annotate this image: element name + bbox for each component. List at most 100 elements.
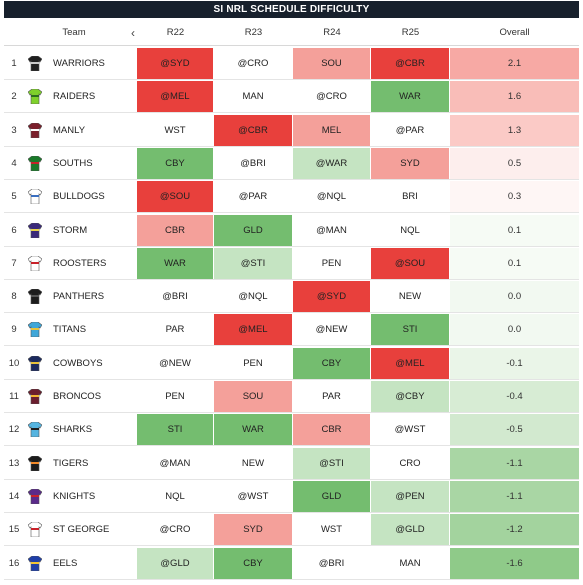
table-row[interactable]: 8 PANTHERS @BRI @NQL @SYD NEW 0.0 [4, 280, 579, 314]
rank-cell: 14 [8, 490, 20, 502]
table-row[interactable]: 15 ST GEORGE @CRO SYD WST @GLD -1.2 [4, 513, 579, 547]
fixture-cell-r22: NQL [137, 480, 214, 512]
fixture-cell-r23: @MEL [214, 314, 293, 346]
rank-cell: 8 [11, 291, 17, 303]
overall-score: 1.6 [450, 81, 579, 113]
jersey-icon [28, 389, 42, 404]
rank-cell: 13 [8, 457, 20, 469]
fixture-cell-r22: WAR [137, 247, 214, 279]
table-row[interactable]: 12 SHARKS STI WAR CBR @WST -0.5 [4, 413, 579, 447]
table-row[interactable]: 4 SOUTHS CBY @BRI @WAR SYD 0.5 [4, 147, 579, 180]
fixture-cell-r25: @CBY [371, 381, 450, 412]
fixture-cell-r22: CBR [137, 214, 214, 246]
team-name[interactable]: SHARKS [53, 424, 93, 436]
team-name[interactable]: ST GEORGE [53, 524, 110, 536]
rank-cell: 7 [11, 257, 17, 269]
fixture-cell-r23: @STI [214, 247, 293, 279]
fixture-cell-r23: MAN [214, 81, 293, 113]
fixture-cell-r24: WST [293, 514, 371, 546]
fixture-cell-r22: @NEW [137, 347, 214, 379]
fixture-cell-r22: @BRI [137, 281, 214, 313]
overall-score: 0.3 [450, 181, 579, 213]
fixture-cell-r23: @BRI [214, 147, 293, 179]
overall-score: 2.1 [450, 48, 579, 79]
overall-score: -0.5 [450, 414, 579, 446]
overall-score: 0.0 [450, 281, 579, 313]
table-row[interactable]: 3 MANLY WST @CBR MEL @PAR 1.3 [4, 114, 579, 147]
jersey-icon [28, 56, 42, 71]
fixture-cell-r25: @WST [371, 414, 450, 446]
jersey-icon [28, 189, 42, 205]
fixture-cell-r24: GLD [293, 480, 371, 512]
header-r25[interactable]: R25 [401, 27, 420, 38]
team-name[interactable]: TITANS [53, 324, 87, 336]
overall-score: 0.5 [450, 147, 579, 179]
table-row[interactable]: 16 EELS @GLD CBY @BRI MAN -1.6 [4, 547, 579, 580]
overall-score: 0.0 [450, 314, 579, 346]
table-row[interactable]: 7 ROOSTERS WAR @STI PEN @SOU 0.1 [4, 247, 579, 280]
rank-cell: 6 [11, 224, 17, 236]
rank-cell: 15 [8, 524, 20, 536]
fixture-cell-r22: @MAN [137, 447, 214, 479]
fixture-cell-r25: @MEL [371, 347, 450, 379]
jersey-icon [28, 488, 42, 504]
team-name[interactable]: STORM [53, 224, 88, 236]
overall-score: -1.6 [450, 547, 579, 579]
fixture-cell-r23: @CRO [214, 48, 293, 79]
team-name[interactable]: PANTHERS [53, 291, 105, 303]
table-row[interactable]: 2 RAIDERS @MEL MAN @CRO WAR 1.6 [4, 80, 579, 114]
fixture-cell-r23: SYD [214, 514, 293, 546]
fixture-cell-r22: PEN [137, 381, 214, 412]
team-name[interactable]: BRONCOS [53, 391, 102, 402]
fixture-cell-r25: @CBR [371, 48, 450, 79]
fixture-cell-r22: PAR [137, 314, 214, 346]
overall-score: -1.2 [450, 514, 579, 546]
rank-cell: 2 [11, 91, 17, 103]
fixture-cell-r22: WST [137, 114, 214, 146]
team-name[interactable]: BULLDOGS [53, 191, 105, 203]
table-row[interactable]: 11 BRONCOS PEN SOU PAR @CBY -0.4 [4, 380, 579, 413]
team-name[interactable]: TIGERS [53, 457, 89, 469]
team-name[interactable]: SOUTHS [53, 157, 93, 169]
header-overall[interactable]: Overall [499, 27, 530, 38]
rank-cell: 9 [11, 324, 17, 336]
fixture-cell-r24: MEL [293, 114, 371, 146]
fixture-cell-r24: @NEW [293, 314, 371, 346]
overall-score: 1.3 [450, 114, 579, 146]
team-name[interactable]: EELS [53, 557, 78, 569]
fixture-cell-r25: @PAR [371, 114, 450, 146]
team-name[interactable]: ROOSTERS [53, 257, 107, 269]
overall-score: 0.1 [450, 247, 579, 279]
overall-score: 0.1 [450, 214, 579, 246]
header-r24[interactable]: R24 [323, 27, 341, 38]
fixture-cell-r23: @NQL [214, 281, 293, 313]
team-name[interactable]: KNIGHTS [53, 490, 96, 502]
header-r22[interactable]: R22 [166, 27, 185, 38]
table-row[interactable]: 10 COWBOYS @NEW PEN CBY @MEL -0.1 [4, 347, 579, 380]
rank-cell: 3 [11, 124, 17, 136]
fixture-cell-r24: CBR [293, 414, 371, 446]
team-name[interactable]: RAIDERS [53, 91, 96, 103]
chevron-left-icon[interactable]: ‹ [131, 26, 135, 40]
fixture-cell-r24: @CRO [293, 81, 371, 113]
table-row[interactable]: 13 TIGERS @MAN NEW @STI CRO -1.1 [4, 447, 579, 480]
fixture-cell-r24: PAR [293, 381, 371, 412]
team-name[interactable]: COWBOYS [53, 357, 103, 369]
fixture-cell-r23: @CBR [214, 114, 293, 146]
fixture-cell-r24: @SYD [293, 281, 371, 313]
overall-score: -1.1 [450, 480, 579, 512]
table-row[interactable]: 14 KNIGHTS NQL @WST GLD @PEN -1.1 [4, 480, 579, 513]
team-name[interactable]: MANLY [53, 124, 86, 136]
table-row[interactable]: 9 TITANS PAR @MEL @NEW STI 0.0 [4, 313, 579, 347]
table-row[interactable]: 6 STORM CBR GLD @MAN NQL 0.1 [4, 214, 579, 247]
fixture-cell-r22: CBY [137, 147, 214, 179]
header-r23[interactable]: R23 [244, 27, 263, 38]
team-name[interactable]: WARRIORS [53, 58, 105, 69]
table-row[interactable]: 1 WARRIORS @SYD @CRO SOU @CBR 2.1 [4, 47, 579, 80]
jersey-icon [28, 355, 42, 371]
table-row[interactable]: 5 BULLDOGS @SOU @PAR @NQL BRI 0.3 [4, 180, 579, 214]
fixture-cell-r23: WAR [214, 414, 293, 446]
rank-cell: 12 [8, 424, 20, 436]
header-team[interactable]: Team [62, 27, 86, 38]
fixture-cell-r24: CBY [293, 347, 371, 379]
